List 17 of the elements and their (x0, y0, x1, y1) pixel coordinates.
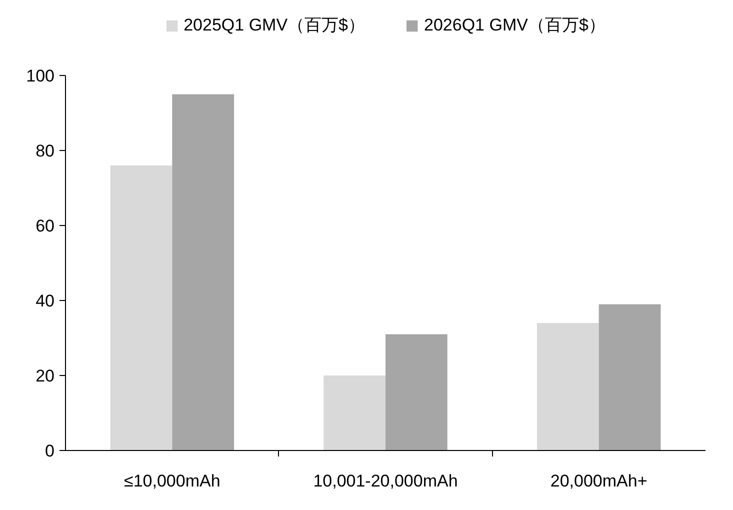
bar (598, 304, 661, 450)
y-tick-label: 100 (26, 66, 55, 86)
bar (324, 376, 386, 450)
legend-label: 2026Q1 GMV（百万$） (424, 14, 606, 36)
bar (536, 323, 599, 450)
y-tick-label: 0 (45, 442, 55, 460)
x-tick-label: 10,001-20,000mAh (313, 472, 458, 490)
bar (110, 166, 172, 450)
y-tick-label: 20 (36, 366, 55, 386)
y-tick-label: 80 (36, 142, 55, 160)
y-tick-label: 60 (36, 216, 55, 236)
legend-label: 2025Q1 GMV（百万$） (184, 14, 365, 36)
x-tick-label: 20,000mAh+ (550, 472, 648, 490)
bar (172, 94, 234, 450)
y-tick-label: 40 (36, 292, 55, 310)
x-tick-label: ≤10,000mAh (124, 472, 220, 490)
bar (386, 334, 448, 450)
